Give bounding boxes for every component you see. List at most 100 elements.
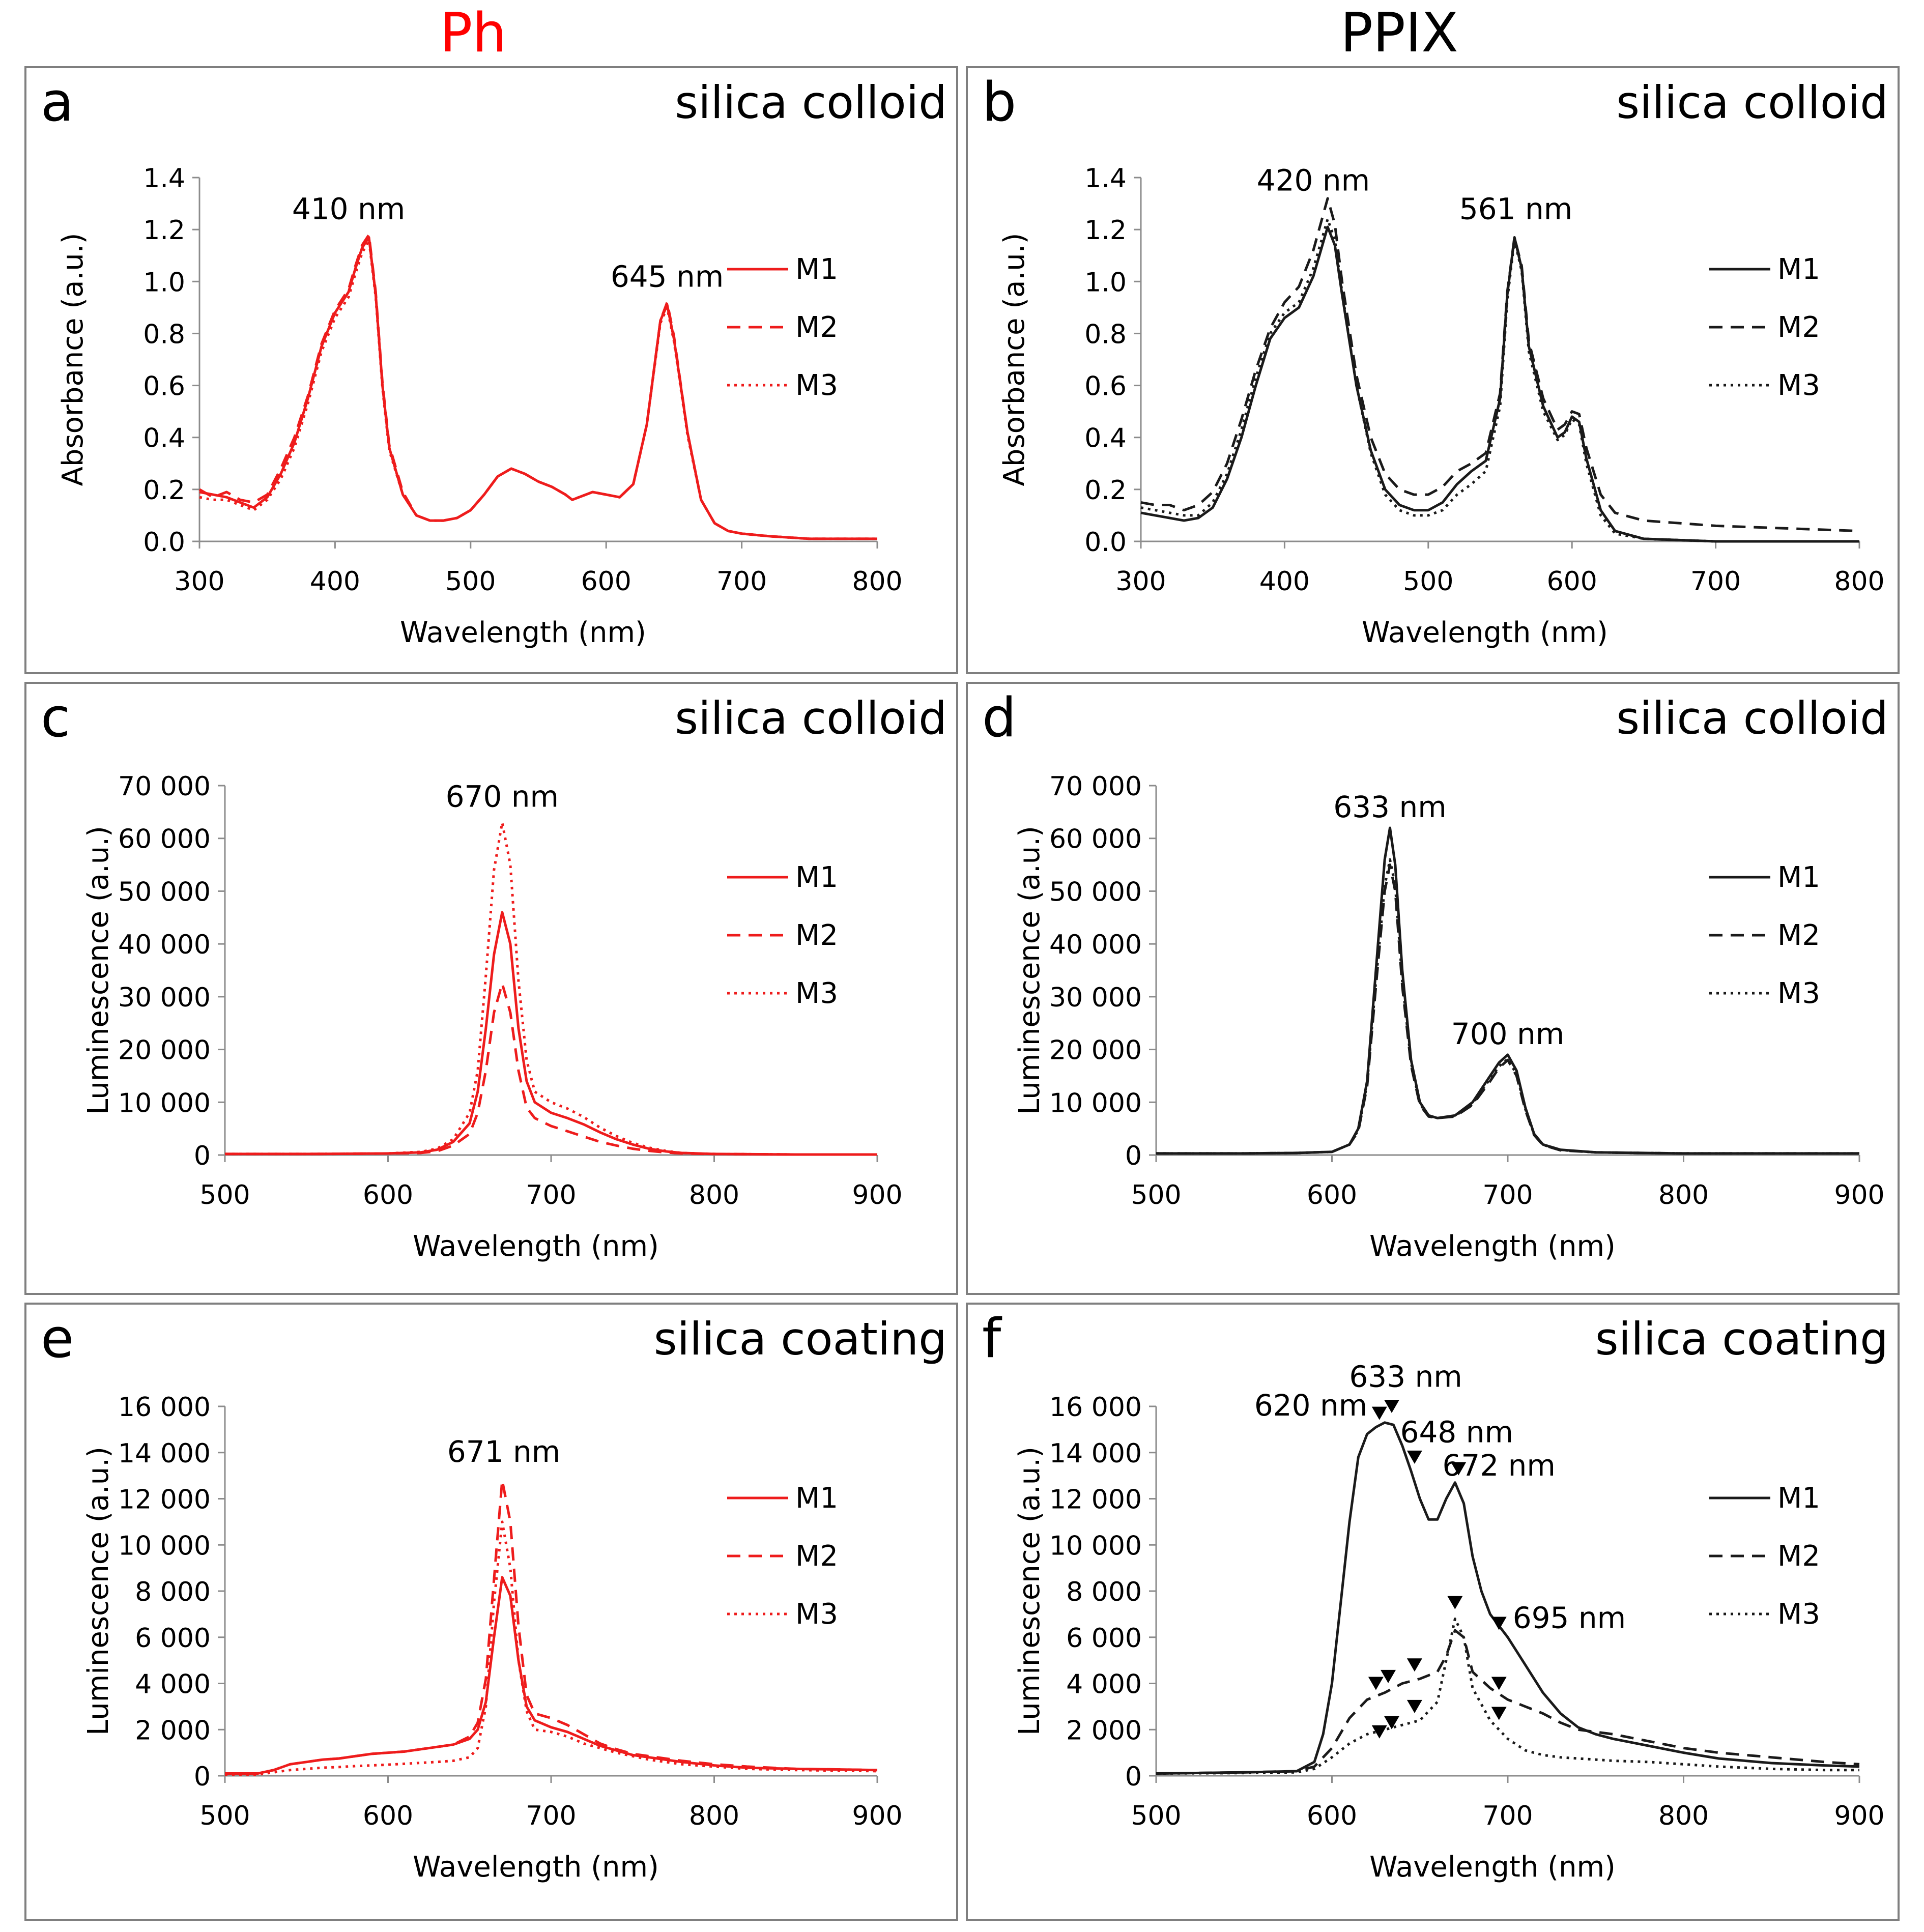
panel-tag: silica colloid <box>675 692 947 744</box>
peak-annotation: 420 nm <box>1257 163 1370 198</box>
peak-annotation: 633 nm <box>1333 790 1446 824</box>
legend-label: M3 <box>1777 977 1820 1010</box>
series-line-m2 <box>1156 863 1859 1155</box>
y-tick-label: 16 000 <box>1049 1392 1142 1423</box>
y-tick-label: 70 000 <box>1049 771 1142 802</box>
series-line-m1 <box>225 1576 878 1775</box>
peak-marker <box>1384 1716 1399 1729</box>
x-tick-label: 600 <box>1307 1801 1357 1831</box>
x-axis-title: Wavelength (nm) <box>1362 616 1608 649</box>
panel-tag: silica coating <box>1595 1313 1888 1365</box>
x-tick-label: 500 <box>199 1801 250 1831</box>
legend-label: M2 <box>1777 1540 1820 1573</box>
x-tick-label: 500 <box>445 566 496 597</box>
panel-letter: d <box>982 686 1017 749</box>
peak-annotation: 671 nm <box>447 1434 560 1469</box>
x-tick-label: 700 <box>1690 566 1741 597</box>
y-tick-label: 1.0 <box>143 267 185 298</box>
y-tick-label: 0.0 <box>143 527 185 558</box>
series-line-m3 <box>1156 1618 1859 1775</box>
peak-marker <box>1384 1400 1399 1413</box>
panel-letter: a <box>41 71 74 133</box>
y-tick-label: 8 000 <box>135 1577 211 1607</box>
column-title-right: PPIX <box>1340 2 1458 64</box>
x-tick-label: 300 <box>1115 566 1166 597</box>
x-tick-label: 800 <box>852 566 902 597</box>
y-tick-label: 30 000 <box>118 983 211 1013</box>
y-tick-label: 6 000 <box>1066 1623 1142 1654</box>
y-tick-label: 0.0 <box>1084 527 1127 558</box>
legend-label: M1 <box>795 253 838 286</box>
x-tick-label: 600 <box>363 1801 413 1831</box>
y-tick-label: 0 <box>194 1762 211 1792</box>
peak-annotation: 620 nm <box>1254 1388 1367 1423</box>
x-tick-label: 300 <box>174 566 224 597</box>
y-tick-label: 0.8 <box>1084 319 1127 350</box>
y-tick-label: 4 000 <box>135 1669 211 1700</box>
y-tick-label: 12 000 <box>1049 1485 1142 1515</box>
x-tick-label: 800 <box>1658 1801 1709 1831</box>
peak-marker <box>1491 1707 1507 1720</box>
y-tick-label: 40 000 <box>118 930 211 960</box>
y-axis-title: Luminescence (a.u.) <box>82 826 115 1115</box>
legend-label: M2 <box>1777 919 1820 952</box>
x-tick-label: 900 <box>1834 1801 1884 1831</box>
x-tick-label: 800 <box>689 1180 739 1210</box>
y-tick-label: 0 <box>194 1141 211 1171</box>
chart-svg: 0 10 000 20 000 30 000 40 000 50 000 60 000 70 … <box>1013 771 1885 1263</box>
panel-letter: f <box>982 1307 1001 1370</box>
panel-tag: silica coating <box>653 1313 947 1365</box>
series-line-m3 <box>1156 858 1859 1155</box>
y-tick-label: 0 <box>1125 1762 1142 1792</box>
peak-annotation: 648 nm <box>1400 1415 1513 1449</box>
y-tick-label: 10 000 <box>1049 1088 1142 1118</box>
series-line-m2 <box>225 982 877 1156</box>
y-tick-label: 0.4 <box>143 423 185 454</box>
peak-marker <box>1371 1406 1387 1420</box>
y-tick-label: 14 000 <box>118 1438 211 1469</box>
y-tick-label: 0.6 <box>1084 371 1127 402</box>
peak-marker <box>1451 1462 1467 1476</box>
series-line-m1 <box>1140 225 1859 543</box>
x-tick-label: 500 <box>199 1180 250 1210</box>
x-axis-title: Wavelength (nm) <box>1369 1851 1616 1884</box>
y-tick-label: 10 000 <box>118 1088 211 1118</box>
series-line-m3 <box>225 1520 878 1776</box>
panel-letter: b <box>982 71 1017 133</box>
x-tick-label: 500 <box>1131 1801 1181 1831</box>
y-tick-label: 0.2 <box>1084 475 1127 506</box>
x-tick-label: 700 <box>716 566 767 597</box>
legend-label: M1 <box>795 1482 838 1515</box>
panel-d: d silica colloid 0 10 000 20 000 30 000 40 0… <box>966 682 1900 1295</box>
panel-tag: silica colloid <box>675 76 947 129</box>
x-tick-label: 600 <box>1547 566 1597 597</box>
legend-label: M2 <box>795 919 838 952</box>
peak-annotation: 700 nm <box>1451 1017 1564 1051</box>
y-axis-title: Luminescence (a.u.) <box>82 1447 115 1736</box>
peak-marker <box>1368 1677 1384 1690</box>
y-tick-label: 1.0 <box>1084 267 1127 298</box>
x-tick-label: 900 <box>852 1801 902 1831</box>
x-axis-title: Wavelength (nm) <box>1369 1230 1616 1263</box>
peak-marker <box>1371 1725 1387 1739</box>
panel-a: a silica colloid 0.0 0.2 0.4 0.6 0.8 1.0 1.2 1.… <box>24 66 958 674</box>
x-tick-label: 600 <box>363 1180 413 1210</box>
peak-marker <box>1406 1699 1422 1713</box>
peak-annotation: 561 nm <box>1459 192 1572 226</box>
legend-label: M3 <box>795 977 838 1010</box>
y-axis-title: Absorbance (a.u.) <box>56 233 90 486</box>
y-tick-label: 50 000 <box>118 877 211 907</box>
y-tick-label: 6 000 <box>135 1623 211 1654</box>
x-tick-label: 600 <box>581 566 631 597</box>
chart-svg: 0 10 000 20 000 30 000 40 000 50 000 60 000 70 … <box>82 771 903 1263</box>
y-tick-label: 60 000 <box>1049 824 1142 855</box>
y-tick-label: 0.2 <box>143 475 185 506</box>
x-tick-label: 800 <box>689 1801 739 1831</box>
legend-label: M1 <box>1777 253 1820 286</box>
legend-label: M1 <box>1777 861 1820 894</box>
panel-letter: c <box>41 686 71 749</box>
y-tick-label: 16 000 <box>118 1392 211 1423</box>
y-tick-label: 70 000 <box>118 771 211 802</box>
y-tick-label: 1.4 <box>143 163 185 194</box>
legend-label: M2 <box>795 311 838 344</box>
